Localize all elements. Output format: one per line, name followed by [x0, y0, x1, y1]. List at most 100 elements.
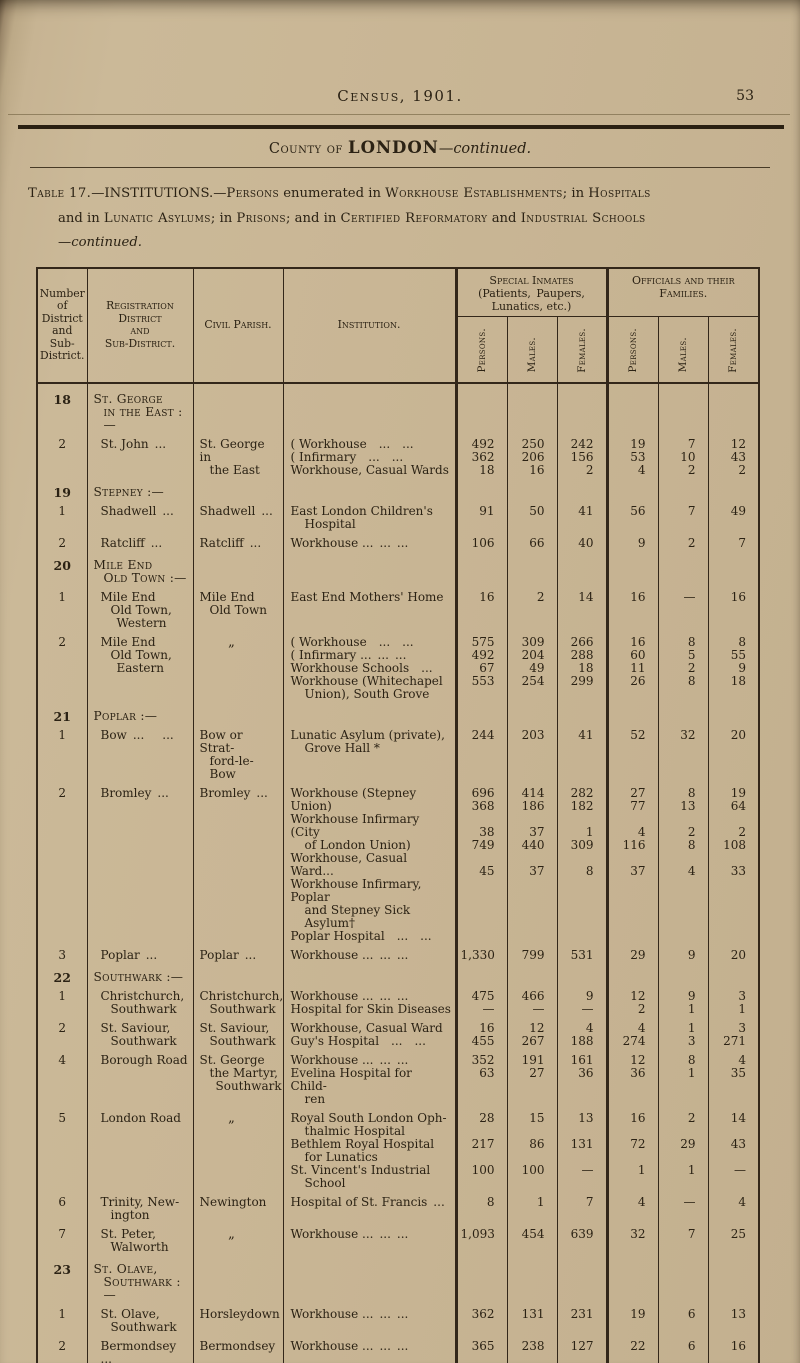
table-title-segment: Persons	[226, 186, 280, 201]
count-value: 2	[738, 462, 747, 477]
table-title-segment: —INSTITUTIONS.—	[91, 186, 227, 201]
text-line: St. Peter,	[100, 1226, 156, 1241]
count-value: 36	[578, 1065, 594, 1080]
district-name: Mile End Old Town :—	[86, 549, 193, 585]
subdistrict-name: Christchurch, Southwark	[86, 983, 193, 1016]
count-cell: 203	[506, 722, 557, 781]
header-line: Special Inmates	[489, 273, 574, 287]
count-value: 41	[578, 503, 594, 518]
header-line: Institution.	[337, 317, 401, 331]
count-cell	[605, 961, 658, 984]
count-value: 41	[578, 727, 594, 742]
text-line: East London Children's	[290, 503, 433, 518]
count-cell: 1,330	[454, 942, 507, 962]
civil-parish: Bermondsey	[192, 1333, 283, 1363]
count-value: 1	[687, 1020, 696, 1035]
count-value: 282	[570, 785, 594, 800]
count-value: 1	[687, 1001, 696, 1016]
count-value: 14	[578, 589, 594, 604]
count-value: 19	[730, 785, 747, 800]
text-line: Mile End	[100, 634, 156, 649]
count-value: 8	[585, 863, 594, 878]
count-value: 63	[479, 1065, 495, 1080]
count-value: 362	[471, 449, 495, 464]
text-line: Union), South Grove	[304, 686, 430, 701]
count-cell	[506, 700, 557, 723]
count-value: 100	[521, 1162, 545, 1177]
count-value: 55	[730, 647, 747, 662]
count-value: 16	[730, 589, 747, 604]
district-number: 22	[53, 969, 71, 984]
subdistrict-number: 2	[58, 1338, 67, 1353]
count-cell: 14 43 —	[707, 1105, 760, 1190]
subdistrict-number: 3	[58, 947, 67, 962]
count-value: 40	[578, 535, 594, 550]
count-cell	[454, 961, 507, 984]
count-cell: 25	[707, 1221, 760, 1254]
text-line: ren	[304, 1091, 326, 1106]
count-value: 7	[585, 1194, 594, 1209]
count-value: 36	[630, 1065, 646, 1080]
count-value: 18	[479, 462, 495, 477]
table-title-segment: ; in	[210, 210, 237, 226]
count-value: 131	[570, 1136, 594, 1151]
count-cell	[707, 549, 760, 585]
text-line: Mile End	[93, 557, 153, 572]
count-cell: 29	[605, 942, 658, 962]
civil-parish: Mile End Old Town	[192, 584, 283, 630]
district-number: 18	[53, 391, 71, 407]
institution-cell: ( Workhouse ... ...( Infirmary ... ... .…	[282, 629, 456, 701]
sub-column-header: Females.	[556, 316, 607, 384]
mid-rule	[30, 166, 770, 168]
institution-block-row: 2 St. Saviour, Southwark St. Saviour, Southw…	[37, 1015, 760, 1048]
count-value: 16	[529, 462, 545, 477]
table-title: Table 17.—INSTITUTIONS.—Persons enumerat…	[28, 182, 756, 256]
text-line: Workhouse, Casual Wards	[290, 462, 449, 477]
institution-block-row: 1 Mile End Old Town, Western Mile End Old Tow…	[37, 584, 760, 630]
count-value: 49	[529, 660, 545, 675]
text-line: Old Town	[209, 602, 267, 617]
institution-cell	[282, 476, 456, 499]
count-value: 2	[536, 589, 545, 604]
text-line: Southwark	[110, 1033, 177, 1048]
subdistrict-name: Mile End Old Town, Eastern	[86, 629, 193, 701]
text-line: St. Vincent's Industrial	[290, 1162, 431, 1177]
civil-parish: Horsleydown	[192, 1301, 283, 1334]
text-line: Poplar ...	[100, 947, 158, 962]
count-value: 368	[471, 798, 495, 813]
text-line: the Martyr,	[209, 1065, 278, 1080]
count-cell	[454, 476, 507, 499]
count-value: 2	[585, 462, 594, 477]
count-value: 2	[687, 1110, 696, 1125]
count-cell	[506, 382, 557, 432]
count-cell: 231	[556, 1301, 607, 1334]
count-cell: 19 64 2 108 33	[707, 780, 760, 943]
count-value: 9	[687, 947, 696, 962]
institution-name: St. Vincent's Industrial School	[290, 1162, 452, 1190]
count-value: 299	[570, 673, 594, 688]
text-line: Southwark :—	[103, 1274, 181, 1302]
count-value: 27	[630, 785, 646, 800]
vertical-header-label: Persons.	[627, 328, 639, 373]
count-cell	[556, 476, 607, 499]
group-header: Officials and their Families.	[605, 267, 760, 317]
institution-name: Workhouse, Casual Wards	[290, 462, 452, 477]
count-value: 9	[687, 988, 696, 1003]
count-value: 288	[570, 647, 594, 662]
column-header: Number of District and Sub- District.	[37, 267, 87, 384]
count-cell: 799	[506, 942, 557, 962]
count-cell: 52	[605, 722, 658, 781]
count-value: 12	[730, 436, 747, 451]
count-cell	[657, 700, 708, 723]
count-value: 32	[630, 1226, 646, 1241]
count-value: 639	[570, 1226, 594, 1241]
institution-name: Workhouse ... ... ...	[291, 1339, 452, 1353]
sub-column-header: Males.	[506, 316, 557, 384]
count-value: 352	[471, 1052, 495, 1067]
count-cell: 696 368 38 749 45	[454, 780, 507, 943]
count-cell	[707, 1253, 760, 1302]
institution-name: Hospital for Skin Diseases	[291, 1002, 452, 1016]
district-number: 23	[53, 1261, 71, 1277]
